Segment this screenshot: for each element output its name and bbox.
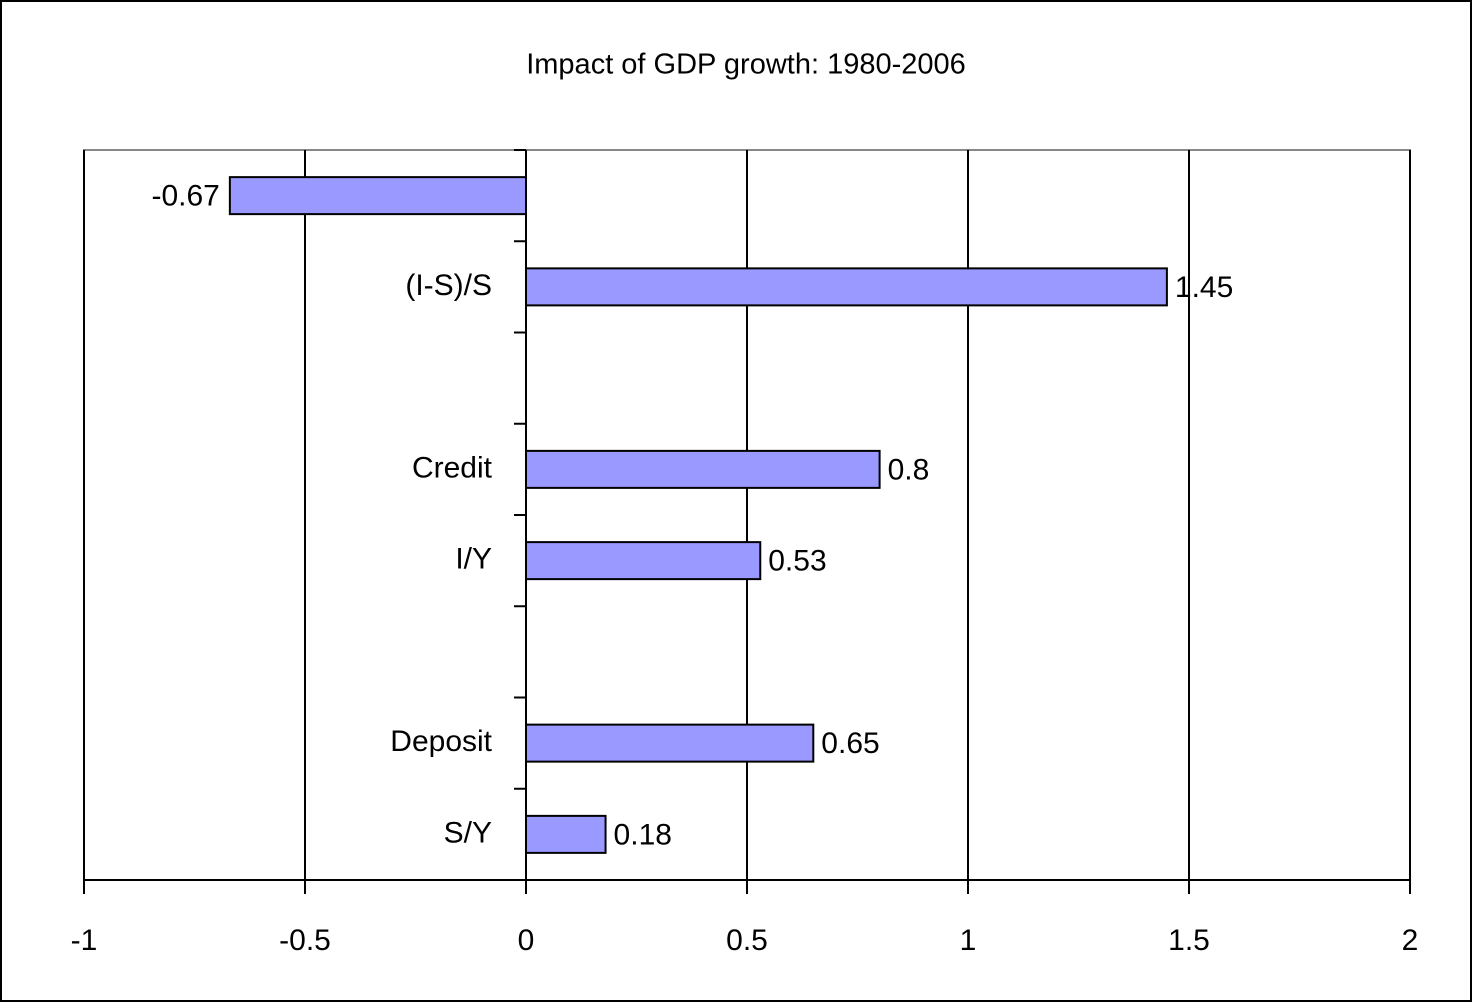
bar [525,267,1168,307]
y-tick-label: I/Y [455,543,492,576]
x-tick-label: 2 [1402,924,1419,957]
bar [525,723,815,763]
data-label: 0.65 [821,727,879,760]
bar [228,176,528,216]
x-tick-label: 0 [518,924,535,957]
data-label: 1.45 [1175,271,1233,304]
x-tick-label: 1.5 [1168,924,1210,957]
bar [525,814,607,854]
x-tick-label: 1 [960,924,977,957]
x-tick-label: -0.5 [279,924,331,957]
data-label: 0.18 [614,818,672,851]
data-label: -0.67 [151,180,219,213]
x-tick-label: -1 [71,924,98,957]
bar [525,449,881,489]
data-label: 0.53 [768,545,826,578]
bar [525,541,762,581]
chart-title: Impact of GDP growth: 1980-2006 [526,49,966,81]
y-tick-label: (I-S)/S [405,269,492,302]
data-label: 0.8 [888,453,930,486]
y-tick-label: Credit [412,451,493,484]
y-tick-label: S/Y [444,816,492,849]
x-tick-label: 0.5 [726,924,768,957]
y-tick-label: Deposit [390,725,492,758]
